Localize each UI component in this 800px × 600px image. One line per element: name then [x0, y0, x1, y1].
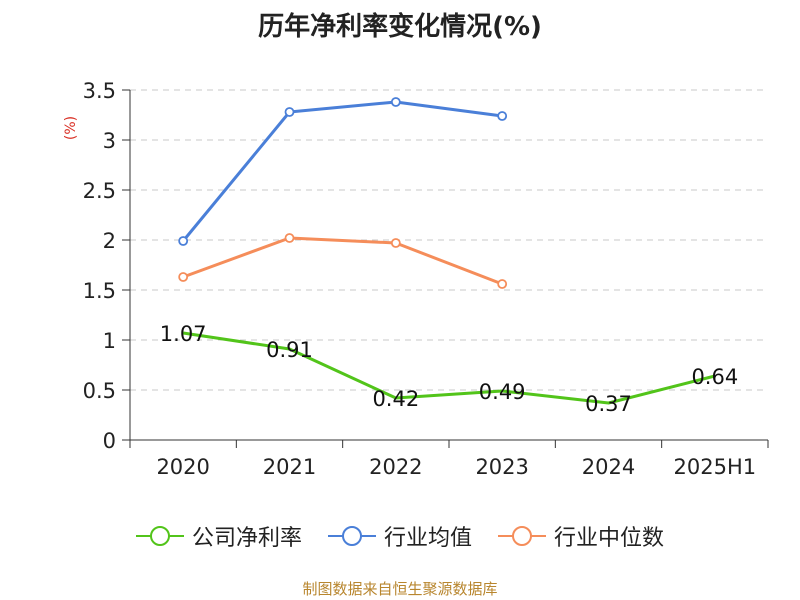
legend-label-industry-mean: 行业均值: [383, 526, 472, 551]
data-point: [390, 238, 401, 248]
y-tick-label: 3: [103, 129, 116, 153]
y-tick-label: 0.5: [83, 379, 116, 403]
legend-item-industry-mean[interactable]: 行业均值: [327, 520, 472, 552]
y-axis-label: (%): [63, 116, 79, 140]
data-point: [284, 107, 295, 117]
series-line-0: [182, 331, 716, 405]
legend-label-company: 公司净利率: [191, 526, 302, 551]
data-point: [178, 272, 189, 282]
data-label: 0.64: [691, 365, 738, 389]
data-point: [390, 97, 401, 107]
plot-area: 0 0.5 1 1.5 2 2.5 3 3.5(%) 2020 2021 2022 2023 2024 2…: [63, 79, 769, 479]
data-label: 0.37: [585, 392, 632, 416]
data-point: [178, 236, 189, 246]
data-point: [497, 111, 508, 121]
legend-item-company[interactable]: 公司净利率: [135, 520, 302, 552]
legend-swatch-industry-median: [498, 526, 546, 546]
series-line-1: [182, 100, 503, 242]
legend-swatch-industry-mean: [327, 526, 376, 546]
x-tick-label: 2023: [475, 455, 528, 479]
chart-title: 历年净利率变化情况(%): [258, 12, 542, 42]
x-tick-label: 2024: [582, 455, 635, 479]
data-label: 0.91: [266, 338, 313, 362]
series-line-2: [182, 236, 503, 286]
data-label: 0.49: [479, 380, 526, 404]
x-tick-label: 2022: [369, 455, 422, 479]
data-label: 0.42: [372, 387, 419, 411]
legend: 公司净利率 行业均值 行业中位数: [0, 520, 800, 552]
y-tick-label: 0: [103, 429, 116, 453]
data-point: [497, 279, 508, 289]
x-tick-label: 2025H1: [674, 455, 757, 479]
legend-swatch-marker: [341, 526, 362, 546]
y-tick-label: 1.5: [83, 279, 116, 303]
legend-label-industry-median: 行业中位数: [554, 526, 665, 551]
y-tick-label: 2.5: [83, 179, 116, 203]
x-tick-label: 2021: [263, 455, 316, 479]
y-tick-label: 2: [103, 229, 116, 253]
legend-swatch-company: [135, 526, 184, 546]
x-tick-label: 2020: [156, 455, 209, 479]
legend-item-industry-median[interactable]: 行业中位数: [498, 520, 664, 552]
source-note: 制图数据来自恒生聚源数据库: [302, 580, 498, 598]
y-tick-label: 1: [103, 329, 116, 353]
y-tick-label: 3.5: [83, 79, 116, 103]
data-point: [284, 233, 295, 243]
data-label: 1.07: [160, 322, 207, 346]
legend-swatch-marker: [512, 526, 532, 546]
legend-swatch-marker: [149, 526, 170, 546]
